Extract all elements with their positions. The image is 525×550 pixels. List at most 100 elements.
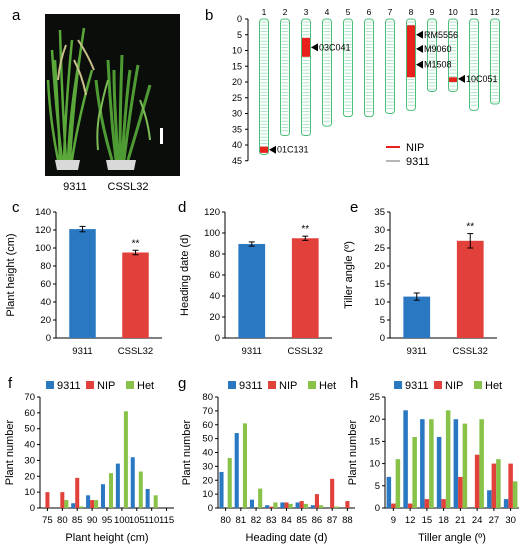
bar-het [496, 459, 501, 508]
legend-label: Het [485, 380, 502, 392]
legend-label: 9311 [239, 380, 263, 392]
bar-nip [284, 502, 289, 508]
bar-nip [474, 454, 480, 508]
y-tick-label: 0 [208, 503, 213, 514]
y-tick-label: 0 [46, 333, 51, 344]
chromosome-number: 1 [262, 7, 267, 17]
chromosome-number: 10 [448, 7, 458, 17]
bar-nip [90, 500, 95, 508]
x-tick-label: 30 [505, 515, 516, 526]
chromosome-body [259, 18, 269, 155]
y-tick-label: 35 [374, 207, 385, 218]
chart-tiller-angle-histogram: 0 5 10 15 20 25 9 12 15 18 21 24 27 30 9311 NIP Het Plant… [347, 380, 519, 544]
bar-9311 [238, 244, 266, 338]
marker-label: M9060 [424, 44, 452, 54]
bar-het [462, 423, 468, 508]
bar-het [258, 488, 263, 508]
y-tick-label: 30 [202, 461, 213, 472]
x-tick-label: 9311 [407, 346, 427, 357]
chromosome-number: 2 [283, 7, 288, 17]
bar-het [227, 458, 232, 508]
y-tick-label: 10 [369, 459, 380, 470]
y-tick-label: 20 [40, 315, 51, 326]
bar-9311 [265, 505, 270, 508]
y-axis-label: Plant number [347, 419, 359, 485]
bar-nip [424, 499, 430, 508]
x-tick-label: CSSL32 [118, 346, 153, 357]
y-tick-label: 60 [209, 270, 220, 281]
bar-nip [330, 478, 335, 508]
bar-het [153, 495, 158, 508]
legend-label: 9311 [405, 380, 429, 392]
marker-label: 03C041 [319, 42, 351, 52]
y-tick-label: 50 [202, 434, 213, 445]
bar-nip [299, 501, 304, 508]
y-tick-label: 25 [369, 392, 380, 403]
y-axis-label: Plant height (cm) [5, 233, 17, 316]
chart-heading-date-histogram: 0 10 20 30 40 50 60 70 80 80 81 82 83 84 85 86 87 88 9311 N… [181, 380, 355, 544]
chr-y-tick-label: 10 [232, 46, 242, 56]
plant-9311 [46, 27, 95, 170]
y-tick-label: 40 [202, 448, 213, 459]
x-tick-label: 9311 [242, 346, 262, 357]
bar-het [288, 503, 293, 508]
chromosome-number: 8 [409, 7, 414, 17]
legend-swatch-9311 [228, 381, 236, 389]
legend-label: NIP [97, 380, 115, 392]
chromosome-12 [490, 18, 500, 105]
chr-y-tick-label: 15 [232, 61, 242, 71]
y-axis-label: Heading date (d) [179, 234, 191, 316]
chromosome-3 [301, 18, 311, 137]
marker-label: 10C051 [466, 74, 498, 84]
bar-9311 [100, 484, 105, 508]
y-tick-label: 40 [40, 297, 51, 308]
y-tick-label: 20 [374, 261, 385, 272]
x-tick-label: 81 [236, 515, 247, 526]
bar-het [138, 471, 143, 508]
chr-y-tick-label: 35 [232, 124, 242, 134]
bar-9311 [145, 488, 150, 508]
y-axis-label: Plant number [181, 419, 193, 485]
x-tick-label: CSSL32 [453, 346, 488, 357]
y-tick-label: 40 [209, 291, 220, 302]
legend-label: 9311 [406, 156, 430, 168]
panel-letter-f: f [8, 375, 13, 392]
y-tick-label: 100 [204, 228, 220, 239]
bar-nip [407, 503, 413, 508]
bar-het [64, 500, 69, 508]
bar-9311 [310, 505, 315, 508]
bar-nip [458, 476, 463, 508]
chromosome-1 [259, 18, 269, 155]
marker-label: 01C131 [277, 145, 309, 155]
chromosome-10 [448, 18, 458, 92]
y-axis-label: Tiller angle (º) [343, 241, 355, 309]
significance-mark: ** [466, 222, 474, 233]
y-tick-label: 15 [374, 279, 385, 290]
x-tick-label: 85 [72, 515, 83, 526]
x-tick-label: 88 [342, 515, 353, 526]
x-tick-label: 86 [312, 515, 323, 526]
x-tick-label: 9311 [72, 346, 92, 357]
y-tick-label: 50 [24, 424, 35, 435]
legend-swatch-9311 [46, 381, 54, 389]
bar-het [479, 419, 484, 508]
nip-segment [407, 25, 415, 78]
chr-y-tick-label: 45 [232, 156, 242, 166]
bar-9311 [69, 229, 96, 338]
x-tick-label: 15 [422, 515, 433, 526]
chromosome-number: 4 [325, 7, 330, 17]
bar-nip [60, 492, 65, 508]
y-tick-label: 20 [24, 471, 35, 482]
bar-het [412, 436, 417, 508]
x-axis-label: Heading date (d) [246, 532, 328, 544]
chromosome-8 [406, 18, 416, 111]
x-tick-label: CSSL32 [288, 346, 323, 357]
chromosome-number: 5 [346, 7, 351, 17]
chart-heading-date-bar: 0 20 40 60 80 100 120 9311 CSSL32 ** Heading date … [179, 207, 332, 357]
y-tick-label: 0 [375, 503, 380, 514]
legend-label: Het [137, 380, 154, 392]
legend-label: NIP [406, 142, 424, 154]
y-tick-label: 5 [380, 315, 385, 326]
y-tick-label: 70 [202, 406, 213, 417]
